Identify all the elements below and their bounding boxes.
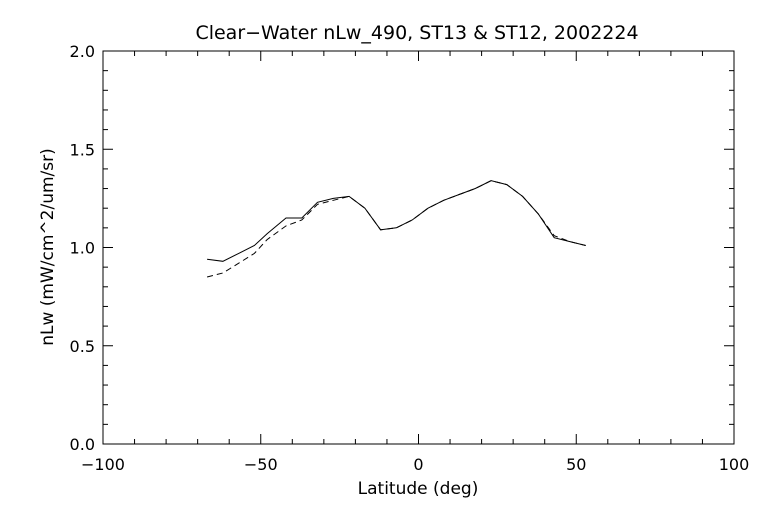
series-line-dashed bbox=[206, 180, 586, 278]
series-lines bbox=[206, 180, 586, 278]
y-tick-label: 1.0 bbox=[70, 239, 95, 258]
y-tick-label: 0.0 bbox=[70, 435, 95, 454]
y-axis-label: nLw (mW/cm^2/um/sr) bbox=[38, 148, 58, 346]
x-tick-label: 0 bbox=[413, 455, 423, 474]
y-tick-labels: 0.0 0.5 1.0 1.5 2.0 bbox=[70, 42, 95, 454]
x-tick-label: 50 bbox=[566, 455, 586, 474]
axis-ticks bbox=[102, 50, 735, 445]
y-tick-label: 1.5 bbox=[70, 140, 95, 159]
chart-title: Clear−Water nLw_490, ST13 & ST12, 200222… bbox=[195, 22, 638, 44]
y-tick-label: 2.0 bbox=[70, 42, 95, 61]
x-tick-label: 100 bbox=[719, 455, 750, 474]
x-tick-labels: −100 −50 0 50 100 bbox=[81, 455, 749, 474]
y-tick-label: 0.5 bbox=[70, 337, 95, 356]
series-line-solid bbox=[207, 180, 586, 262]
x-axis-label: Latitude (deg) bbox=[358, 479, 479, 499]
x-tick-label: −50 bbox=[244, 455, 278, 474]
plot-frame bbox=[102, 50, 735, 445]
x-tick-label: −100 bbox=[81, 455, 125, 474]
